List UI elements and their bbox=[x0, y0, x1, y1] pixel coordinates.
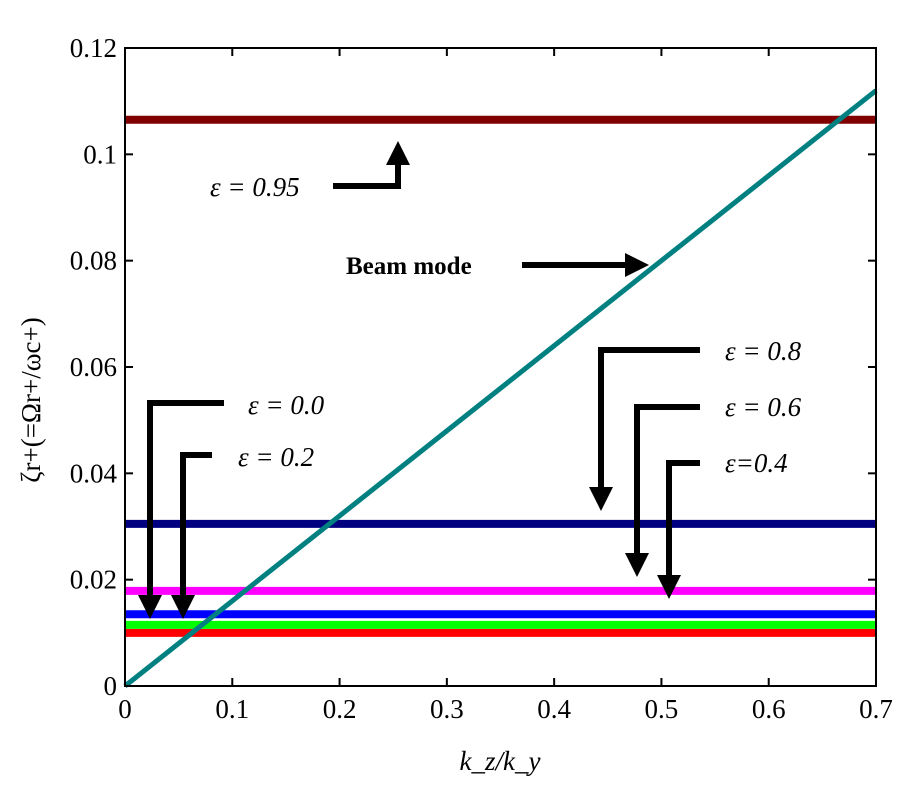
y-tick-label: 0.08 bbox=[70, 246, 117, 276]
y-tick-label: 0 bbox=[104, 671, 118, 701]
x-tick-label: 0.3 bbox=[430, 694, 464, 724]
annotation-arrows bbox=[138, 141, 700, 619]
x-tick-label: 0.7 bbox=[859, 694, 893, 724]
x-tick-label: 0.2 bbox=[323, 694, 357, 724]
annotation-eps08: ε = 0.8 bbox=[725, 336, 802, 366]
arrow-eps08 bbox=[589, 347, 700, 511]
x-tick-label: 0.4 bbox=[537, 694, 571, 724]
arrow-eps06 bbox=[625, 404, 700, 577]
x-tick-label: 0 bbox=[118, 694, 132, 724]
x-tick-label: 0.6 bbox=[752, 694, 786, 724]
x-tick-label: 0.1 bbox=[215, 694, 249, 724]
x-tick-label: 0.5 bbox=[645, 694, 679, 724]
arrow-eps04 bbox=[657, 460, 700, 599]
annotation-eps00: ε = 0.0 bbox=[248, 390, 325, 420]
annotation-eps06: ε = 0.6 bbox=[725, 392, 802, 422]
annotation-eps095: ε = 0.95 bbox=[210, 172, 300, 202]
y-tick-label: 0.04 bbox=[70, 458, 118, 488]
y-axis-label: ζr+(=Ωr+/ωc+) bbox=[16, 317, 46, 482]
y-tick-label: 0.12 bbox=[70, 33, 117, 63]
annotation-beam-mode: Beam mode bbox=[346, 253, 472, 280]
arrow-eps00 bbox=[138, 400, 224, 619]
annotation-eps02: ε = 0.2 bbox=[238, 442, 314, 472]
series-line-6 bbox=[123, 88, 878, 688]
arrow-eps095 bbox=[333, 141, 410, 189]
x-axis-label: k_z/k_y bbox=[460, 746, 541, 776]
arrow-eps02 bbox=[171, 452, 212, 619]
annotation-eps04: ε=0.4 bbox=[725, 448, 788, 478]
y-tick-label: 0.02 bbox=[70, 565, 117, 595]
y-tick-label: 0.06 bbox=[70, 352, 117, 382]
y-tick-label: 0.1 bbox=[83, 139, 117, 169]
